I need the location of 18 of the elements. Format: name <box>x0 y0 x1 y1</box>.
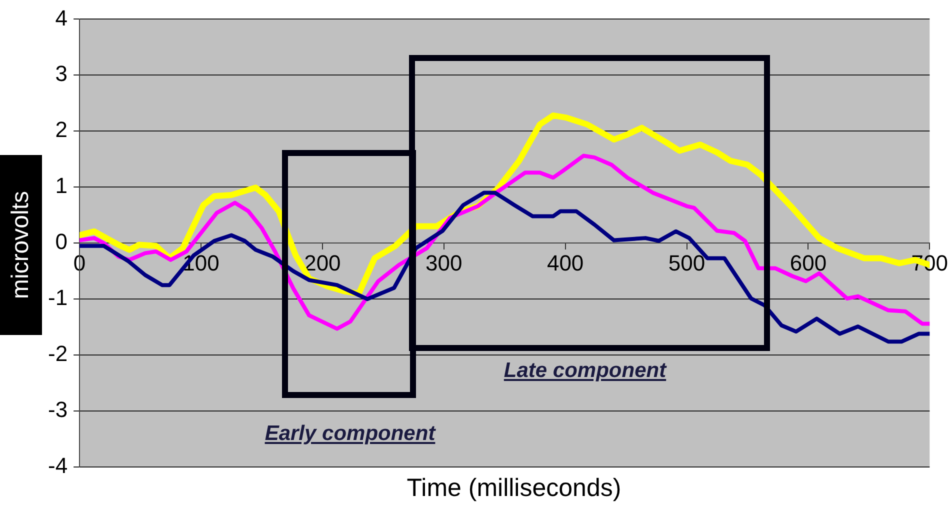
annotation: Early component <box>264 422 436 446</box>
x-tick-label: 200 <box>304 250 341 276</box>
x-tick-label: 600 <box>790 250 827 276</box>
y-axis-title: microvolts <box>7 190 35 300</box>
x-tick-label: 300 <box>426 250 462 276</box>
y-tick-label: -2 <box>48 341 68 366</box>
x-axis-title: Time (milliseconds) <box>406 474 622 503</box>
x-tick-label: 400 <box>546 250 584 276</box>
y-tick-label: 1 <box>55 173 68 198</box>
annotation: Late component <box>504 359 666 383</box>
y-tick-label: 4 <box>55 5 68 30</box>
x-tick-label: 500 <box>668 250 706 276</box>
y-tick-label: 3 <box>55 61 68 86</box>
y-tick-label: 0 <box>55 229 68 254</box>
y-tick-label: 2 <box>55 117 68 142</box>
y-tick-label: -4 <box>48 453 68 478</box>
y-tick-label: -3 <box>48 397 68 422</box>
y-tick-label: -1 <box>48 285 68 310</box>
